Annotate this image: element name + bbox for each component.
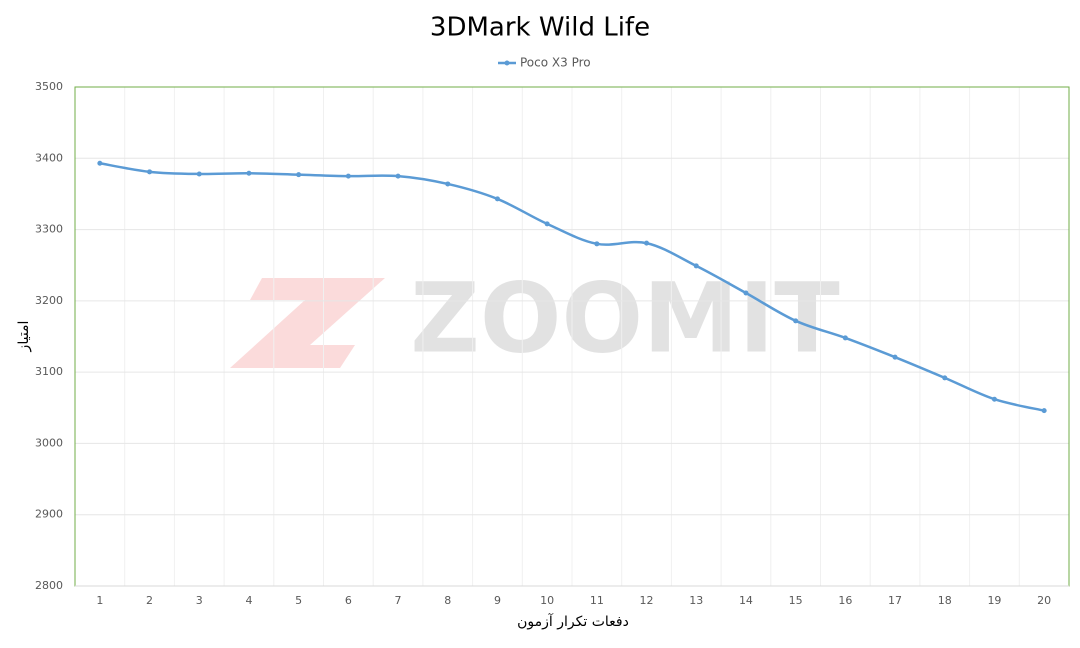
x-tick-label: 20	[1037, 594, 1051, 607]
x-tick-label: 1	[96, 594, 103, 607]
x-tick-label: 4	[245, 594, 252, 607]
x-tick-label: 15	[789, 594, 803, 607]
y-tick-label: 3000	[35, 436, 63, 449]
x-tick-label: 7	[395, 594, 402, 607]
x-tick-label: 13	[689, 594, 703, 607]
y-axis-label: امتیاز	[16, 321, 32, 353]
chart-title: 3DMark Wild Life	[430, 13, 650, 43]
point	[196, 171, 202, 177]
x-tick-label: 5	[295, 594, 302, 607]
point	[345, 173, 351, 179]
watermark-text: ZOOMIT	[410, 262, 840, 374]
y-tick-label: 3200	[35, 294, 63, 307]
x-tick-label: 8	[444, 594, 451, 607]
legend-label: Poco X3 Pro	[520, 56, 591, 70]
point	[644, 240, 650, 246]
point	[892, 354, 898, 360]
point	[395, 173, 401, 179]
point	[842, 335, 848, 341]
point	[544, 221, 550, 227]
x-tick-label: 16	[838, 594, 852, 607]
x-axis-label: دفعات تکرار آزمون	[517, 613, 629, 630]
series-line	[99, 162, 1045, 412]
point	[693, 263, 699, 269]
legend-marker	[504, 60, 510, 66]
x-tick-label: 10	[540, 594, 554, 607]
point	[147, 169, 153, 175]
y-tick-label: 3300	[35, 223, 63, 236]
y-tick-label: 2900	[35, 508, 63, 521]
point	[594, 241, 600, 247]
x-tick-label: 2	[146, 594, 153, 607]
x-tick-label: 17	[888, 594, 902, 607]
x-tick-label: 11	[590, 594, 604, 607]
point	[97, 160, 103, 166]
y-tick-label: 3500	[35, 80, 63, 93]
y-tick-label: 3100	[35, 365, 63, 378]
x-tick-label: 3	[196, 594, 203, 607]
x-tick-label: 12	[640, 594, 654, 607]
point	[793, 318, 799, 324]
point	[445, 181, 451, 187]
point	[296, 172, 302, 178]
x-tick-label: 9	[494, 594, 501, 607]
x-tick-label: 19	[987, 594, 1001, 607]
watermark: ZOOMIT	[230, 262, 840, 374]
y-tick-label: 3400	[35, 151, 63, 164]
point	[942, 375, 948, 381]
x-tick-label: 14	[739, 594, 753, 607]
point	[246, 170, 252, 176]
y-tick-label: 2800	[35, 579, 63, 592]
x-tick-label: 18	[938, 594, 952, 607]
point	[991, 396, 997, 402]
point	[1041, 408, 1047, 414]
x-tick-label: 6	[345, 594, 352, 607]
point	[494, 196, 500, 202]
point	[743, 290, 749, 296]
